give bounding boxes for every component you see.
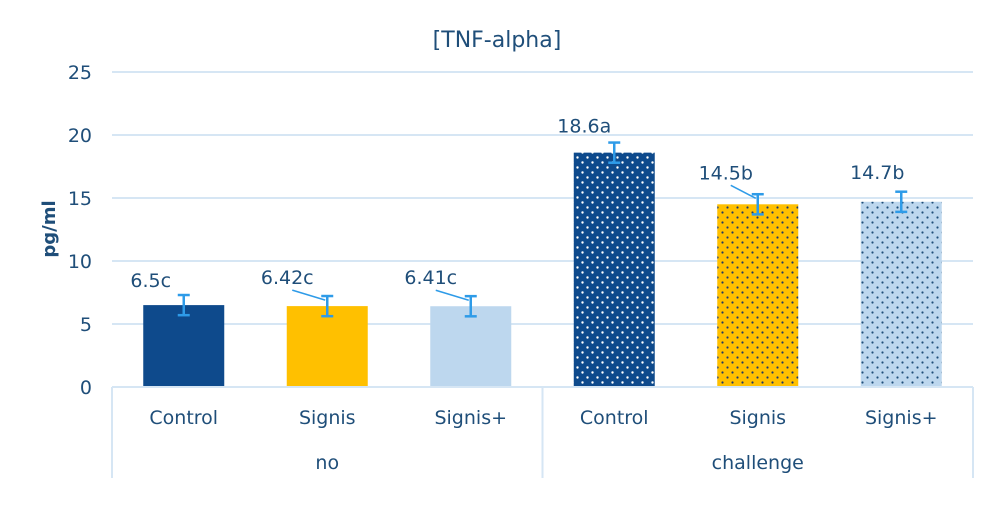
y-tick-label: 5 [80, 314, 92, 336]
x-axis: Control Signis Signis+ Control Signis Signis+… [111, 386, 974, 478]
x-category-label: Signis [729, 407, 786, 429]
label-leader-line [730, 184, 757, 199]
x-category-label: Signis [299, 407, 356, 429]
error-bar [608, 141, 621, 164]
error-bar [177, 293, 190, 317]
x-group-label: challenge [712, 452, 804, 474]
error-bar [321, 294, 334, 318]
y-axis-ticks: 0 5 10 15 20 25 [68, 62, 92, 399]
x-category-label: Signis+ [865, 407, 938, 429]
y-axis-label: pg/ml [39, 200, 60, 257]
error-bar [464, 294, 477, 318]
data-labels: 6.5c 6.42c 6.41c 18.6a 14.5b 14.7b [130, 116, 904, 301]
x-group-label: no [315, 452, 339, 474]
error-bar [751, 192, 764, 216]
data-label: 14.5b [699, 162, 753, 184]
x-category-label: Control [580, 407, 649, 429]
bar-no-signis-plus [430, 306, 512, 387]
label-leader-line [435, 289, 469, 301]
y-tick-label: 20 [68, 125, 92, 147]
label-leader-line [292, 289, 326, 301]
data-label: 14.7b [850, 162, 904, 184]
bars [143, 152, 942, 387]
y-tick-label: 0 [80, 377, 92, 399]
chart-title: [TNF-alpha] [433, 28, 562, 53]
data-label: 18.6a [557, 116, 611, 138]
x-category-label: Signis+ [434, 407, 507, 429]
data-label: 6.41c [404, 267, 457, 289]
bar-no-control [143, 305, 225, 387]
error-bars [177, 141, 908, 318]
gridlines [112, 71, 973, 325]
x-category-label: Control [149, 407, 218, 429]
y-tick-label: 25 [68, 62, 92, 84]
bar-challenge-control [573, 152, 655, 387]
bar-no-signis [286, 306, 368, 387]
data-label: 6.5c [130, 270, 171, 292]
data-label: 6.42c [261, 267, 314, 289]
error-bar [895, 190, 908, 214]
bar-challenge-signis-plus [860, 201, 942, 387]
bar-challenge-signis [717, 204, 799, 387]
y-tick-label: 10 [68, 251, 92, 273]
y-tick-label: 15 [68, 188, 92, 210]
